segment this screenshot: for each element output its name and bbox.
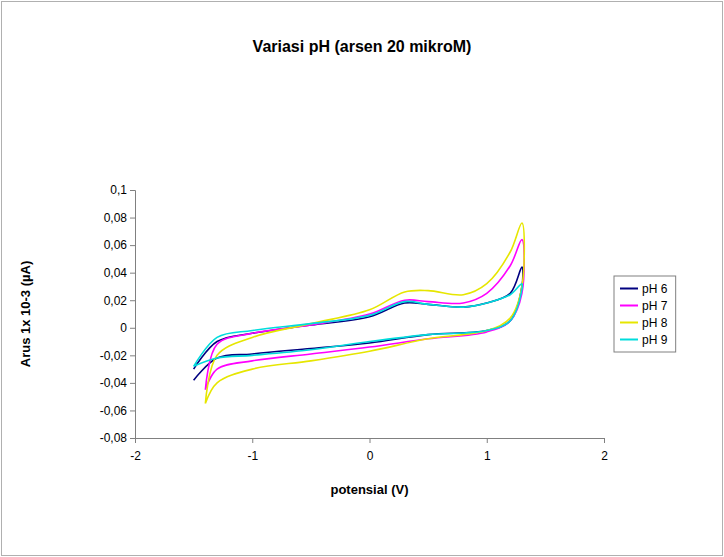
legend-swatch — [620, 322, 638, 324]
tick-mark — [130, 190, 135, 191]
legend: pH 6 pH 7 pH 8 pH 9 — [614, 276, 676, 352]
tick-label: -0,02 — [100, 349, 128, 363]
tick-label: 0,04 — [104, 266, 128, 280]
tick-mark — [130, 300, 135, 301]
y-axis: -0,08 -0,06 -0,04 -0,02 0 0,02 0,04 0,06 0,08 0,1 — [100, 183, 136, 445]
tick: -0,04 — [100, 376, 135, 390]
tick-label: -2 — [130, 449, 141, 463]
tick: -0,08 — [100, 431, 135, 445]
tick: 0,02 — [104, 294, 135, 308]
legend-label: pH 9 — [642, 333, 668, 347]
tick-mark — [130, 410, 135, 411]
title: Variasi pH (arsen 20 mikroM) — [253, 38, 472, 55]
tick: 2 — [601, 438, 608, 463]
tick-mark — [130, 245, 135, 246]
legend-swatch — [620, 305, 638, 307]
tick: 0,1 — [110, 183, 135, 197]
tick-mark — [252, 438, 253, 443]
plot-lines — [194, 223, 525, 403]
tick-mark — [130, 218, 135, 219]
tick-label: 0 — [367, 449, 374, 463]
tick-mark — [130, 273, 135, 274]
tick-label: 0,1 — [110, 183, 127, 197]
tick-label: 0,08 — [104, 211, 128, 225]
legend-label: pH 7 — [642, 299, 668, 313]
tick-mark — [487, 438, 488, 443]
tick-label: -1 — [247, 449, 258, 463]
tick-label: 0,06 — [104, 238, 128, 252]
tick: -0,06 — [100, 404, 135, 418]
legend-label: pH 8 — [642, 316, 668, 330]
legend-swatch — [620, 339, 638, 341]
tick-mark — [370, 438, 371, 443]
tick-label: 1 — [484, 449, 491, 463]
tick-mark — [130, 328, 135, 329]
chart-frame — [2, 2, 723, 556]
tick: -2 — [130, 438, 141, 463]
chart: -2 -1 0 1 2 -0,08 -0,06 -0,04 -0,02 0 0,02 0,04 0,06… — [0, 0, 724, 557]
series-line — [194, 267, 523, 380]
x-axis: -2 -1 0 1 2 — [130, 438, 608, 463]
legend-box — [614, 276, 676, 352]
tick-mark — [130, 383, 135, 384]
series-line — [205, 223, 524, 403]
tick: 0 — [367, 438, 374, 463]
tick: 0,08 — [104, 211, 135, 225]
tick-label: -0,08 — [100, 431, 128, 445]
series-line — [205, 240, 524, 390]
tick: 0 — [120, 321, 135, 335]
x-axis-title: potensial (V) — [330, 482, 408, 497]
tick-label: -0,06 — [100, 404, 128, 418]
legend-label: pH 6 — [642, 282, 668, 296]
tick-mark — [130, 438, 135, 439]
tick-label: -0,04 — [100, 376, 128, 390]
axis-line — [136, 439, 605, 444]
tick: -0,02 — [100, 349, 135, 363]
tick-mark — [604, 438, 605, 443]
tick: 0,06 — [104, 238, 135, 252]
tick-label: 0,02 — [104, 294, 128, 308]
tick: -1 — [247, 438, 258, 463]
axis-line — [130, 191, 136, 439]
tick-label: 2 — [601, 449, 608, 463]
tick: 0,04 — [104, 266, 135, 280]
tick-mark — [130, 355, 135, 356]
y-axis-title: Arus 1x 10-3 (µA) — [18, 261, 33, 367]
series-line — [194, 284, 523, 367]
tick-label: 0 — [120, 321, 127, 335]
legend-swatch — [620, 288, 638, 290]
tick: 1 — [484, 438, 491, 463]
